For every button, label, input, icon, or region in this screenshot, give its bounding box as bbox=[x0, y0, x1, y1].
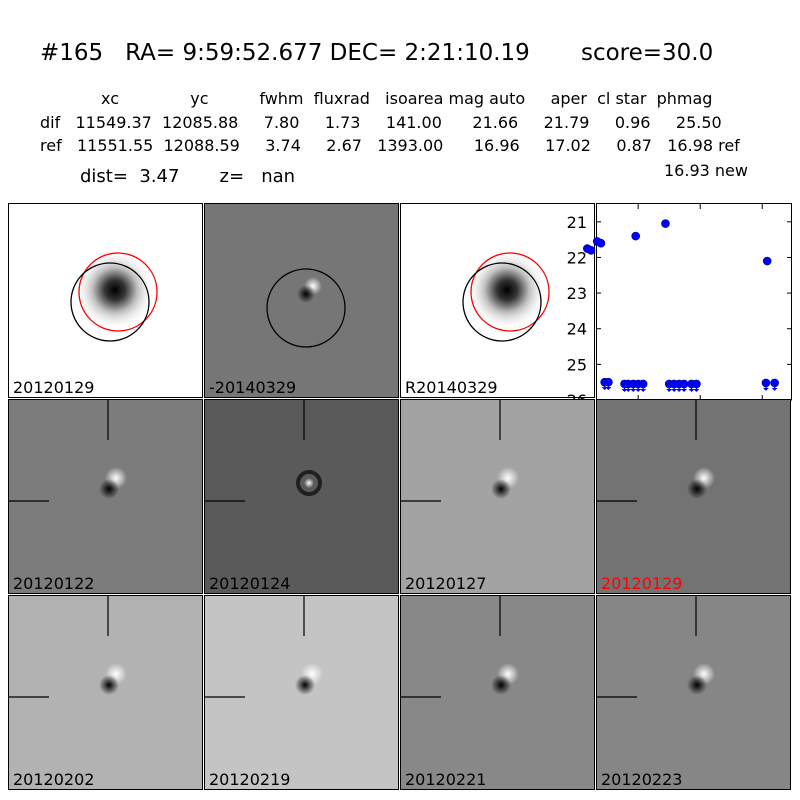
table-header: xc yc fwhm fluxrad isoarea mag auto aper… bbox=[40, 89, 713, 108]
stamp-panel: 20120202 bbox=[8, 595, 203, 790]
panel-ref-image-2: R20140329 bbox=[400, 203, 595, 398]
panel-label-current: 20120129 bbox=[601, 574, 683, 593]
ref-row: ref 11551.55 12088.59 3.74 2.67 1393.00 … bbox=[40, 136, 740, 155]
stamp-panel: 20120219 bbox=[204, 595, 399, 790]
y-tick-label: 22 bbox=[567, 248, 587, 267]
stamp-svg bbox=[401, 596, 519, 698]
stamp-svg bbox=[205, 400, 322, 502]
limit-arrow-head bbox=[771, 387, 778, 391]
new-mag: 16.93 new bbox=[664, 161, 748, 180]
stamp-svg bbox=[9, 400, 127, 502]
det-circle bbox=[462, 262, 542, 342]
ref-image-svg bbox=[70, 250, 158, 342]
stamp-panel: 20120122 bbox=[8, 399, 203, 594]
stamp-panel: 20120221 bbox=[400, 595, 595, 790]
source-blob bbox=[75, 250, 155, 330]
diff-image-svg bbox=[266, 268, 346, 348]
limit-arrow-head bbox=[688, 388, 695, 392]
upper-limit-point bbox=[638, 379, 648, 389]
panel-label: -20140329 bbox=[209, 378, 297, 397]
panel-label: 20120223 bbox=[601, 770, 683, 789]
stamp-panel: 20120129 bbox=[596, 399, 791, 594]
upper-limit-point bbox=[679, 379, 689, 389]
dist-z-line: dist= 3.47 z= nan bbox=[80, 166, 296, 187]
panel-label: 20120124 bbox=[209, 574, 291, 593]
limit-arrow-head bbox=[630, 388, 637, 392]
candidate-title: #165 RA= 9:59:52.677 DEC= 2:21:10.19 sco… bbox=[40, 40, 714, 66]
panel-ref-image: 20120129 bbox=[8, 203, 203, 398]
upper-limit-point bbox=[770, 378, 779, 388]
panel-label: 20120219 bbox=[209, 770, 291, 789]
ref-circle bbox=[470, 252, 550, 332]
panel-label: 20120221 bbox=[405, 770, 487, 789]
stamp-svg bbox=[205, 596, 323, 698]
panel-label: 20120122 bbox=[13, 574, 95, 593]
limit-arrow-head bbox=[676, 388, 683, 392]
dif-row: dif 11549.37 12085.88 7.80 1.73 141.00 2… bbox=[40, 113, 722, 132]
negative-residual bbox=[491, 479, 511, 499]
negative-residual bbox=[687, 675, 707, 695]
det-circle bbox=[266, 268, 346, 348]
panel-label: 20120127 bbox=[405, 574, 487, 593]
ref-image-svg-2 bbox=[462, 250, 550, 342]
measurement-point bbox=[586, 246, 596, 255]
limit-arrow-head bbox=[640, 388, 647, 392]
limit-arrow-head bbox=[671, 388, 678, 392]
panel-label: 20120129 bbox=[13, 378, 95, 397]
positive-residual bbox=[304, 478, 314, 488]
y-tick-label: 24 bbox=[567, 320, 587, 339]
limit-arrow-head bbox=[666, 388, 673, 392]
upper-limit-point bbox=[761, 378, 771, 388]
panel-diff-image: -20140329 bbox=[204, 203, 399, 398]
negative-residual bbox=[491, 675, 511, 695]
negative-residual bbox=[687, 479, 707, 499]
ref-circle bbox=[78, 252, 158, 332]
stamp-svg bbox=[401, 400, 519, 502]
limit-arrow-head bbox=[625, 388, 632, 392]
limit-arrow-head bbox=[693, 388, 700, 392]
panel-label: R20140329 bbox=[405, 378, 498, 397]
upper-limit-point bbox=[692, 379, 701, 389]
limit-arrow-head bbox=[681, 388, 688, 392]
y-tick-label: 21 bbox=[567, 213, 587, 232]
negative-residual bbox=[99, 479, 119, 499]
limit-arrow-head bbox=[762, 387, 769, 391]
source-blob bbox=[467, 250, 547, 330]
y-tick-label: 25 bbox=[567, 355, 587, 374]
negative-residual bbox=[295, 675, 315, 695]
measurement-point bbox=[596, 238, 606, 248]
limit-arrow-head bbox=[605, 387, 612, 391]
lightcurve-frame bbox=[596, 203, 792, 400]
negative-residual bbox=[297, 285, 315, 303]
stamp-svg bbox=[597, 400, 715, 502]
stamp-panel: 20120127 bbox=[400, 399, 595, 594]
y-tick-label: 23 bbox=[567, 284, 587, 303]
negative-residual bbox=[99, 675, 119, 695]
panel-label: 20120202 bbox=[13, 770, 95, 789]
ring-residual bbox=[296, 470, 322, 496]
measurement-point bbox=[762, 256, 772, 266]
stamp-svg bbox=[597, 596, 715, 698]
stamp-svg bbox=[9, 596, 127, 698]
det-circle bbox=[70, 262, 150, 342]
upper-limit-point bbox=[604, 377, 613, 387]
stamp-panel: 20120223 bbox=[596, 595, 791, 790]
measurement-point bbox=[661, 219, 670, 228]
stamp-panel: 20120124 bbox=[204, 399, 399, 594]
measurement-point bbox=[631, 231, 640, 241]
limit-arrow-head bbox=[635, 388, 642, 392]
